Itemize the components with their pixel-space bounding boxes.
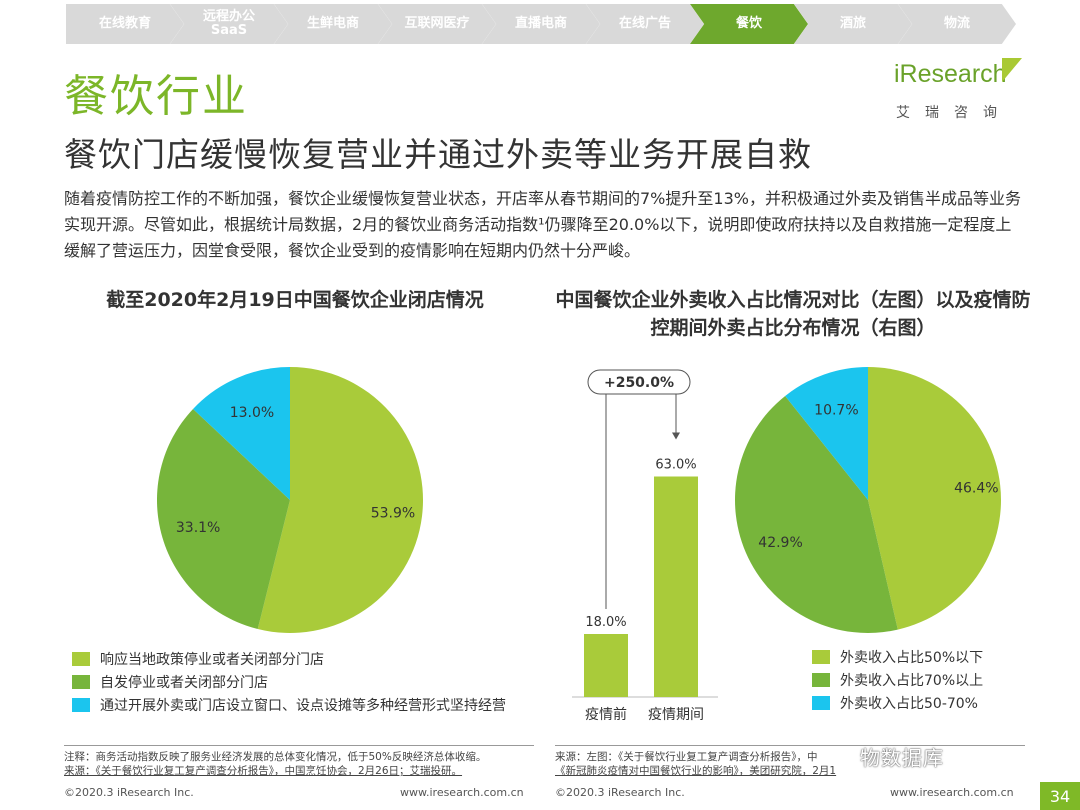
pie-slice-label: 46.4% <box>954 481 998 497</box>
logo-wordmark: iResearch <box>894 60 1007 88</box>
logo-subtitle: 艾瑞咨询 <box>896 105 1012 121</box>
legend-swatch <box>72 697 90 712</box>
legend-label: 自发停业或者关闭部分门店 <box>100 674 268 691</box>
nav-tab-label: 远程办公 SaaS <box>202 9 255 38</box>
nav-tab-label: 餐饮 <box>735 16 762 31</box>
arrow-down-icon <box>672 432 680 440</box>
footer-notes-left: 注释：商务活动指数反映了服务业经济发展的总体变化情况，低于50%反映经济总体收缩… <box>64 750 544 778</box>
footer-source-line: 《新冠肺炎疫情对中国餐饮行业的影响》，美团研究院，2月1 <box>555 765 837 777</box>
pie-slice <box>193 367 290 500</box>
top-navigation: 在线教育 远程办公 SaaS 生鲜电商 互联网医疗 直播电商 在线广告 餐饮 酒旅 物流 <box>66 4 1016 44</box>
nav-tab-0[interactable]: 在线教育 <box>66 4 184 44</box>
bar-value-label: 18.0% <box>585 615 626 630</box>
footer-divider-right <box>555 745 1025 746</box>
takeout-share-bar-chart: 18.0% 疫情前 63.0% 疫情期间 +250.0% <box>572 369 718 723</box>
nav-tab-label: 酒旅 <box>839 16 866 31</box>
body-paragraph: 随着疫情防控工作的不断加强，餐饮企业缓慢恢复营业状态，开店率从春节期间的7%提升… <box>64 189 1021 260</box>
nav-tab-6[interactable]: 餐饮 <box>690 4 808 44</box>
watermark: 物数据库 <box>860 746 944 770</box>
left-chart-title: 截至2020年2月19日中国餐饮企业闭店情况 <box>106 289 484 311</box>
pie-slice <box>785 367 868 500</box>
nav-tab-label: 在线广告 <box>618 16 671 31</box>
legend-swatch <box>812 649 830 664</box>
pie-slice <box>735 395 898 633</box>
bar-category-label: 疫情期间 <box>648 707 704 723</box>
nav-tab-label: 物流 <box>943 16 970 31</box>
legend-label: 外卖收入占比50%以下 <box>840 649 984 666</box>
page-subtitle: 餐饮门店缓慢恢复营业并通过外卖等业务开展自救 <box>64 135 812 174</box>
nav-tab-5[interactable]: 在线广告 <box>586 4 704 44</box>
legend-item: 响应当地政策停业或者关闭部分门店 <box>72 647 506 670</box>
legend-label: 外卖收入占比70%以上 <box>840 672 984 689</box>
closure-pie-legend: 响应当地政策停业或者关闭部分门店 自发停业或者关闭部分门店通过开展外卖或门店设立窗… <box>72 647 506 716</box>
bar-category-label: 疫情前 <box>585 706 627 723</box>
pie-slice-label: 13.0% <box>230 405 274 421</box>
footer-notes-right: 来源：左图：《关于餐饮行业复工复产调查分析报告》，中 《新冠肺炎疫情对中国餐饮行… <box>555 750 855 778</box>
iresearch-logo: iResearch 艾瑞咨询 <box>890 58 1030 128</box>
legend-item: 通过开展外卖或门店设立窗口、设点设摊等多种经营形式坚持经营 <box>72 693 506 716</box>
growth-badge <box>587 369 691 395</box>
distribution-pie-legend: 外卖收入占比50%以下 外卖收入占比70%以上 外卖收入占比50-70% <box>812 645 983 714</box>
nav-tab-label: 互联网医疗 <box>404 16 470 31</box>
legend-label: 外卖收入占比50-70% <box>840 695 978 712</box>
footer-source-line: 来源：《关于餐饮行业复工复产调查分析报告》，中国烹饪协会，2月26日；艾瑞投研。 <box>64 765 463 777</box>
pie-slice-label: 42.9% <box>758 535 802 551</box>
website-link-right[interactable]: www.iresearch.com.cn <box>890 786 1014 799</box>
nav-tab-label: 生鲜电商 <box>306 16 359 31</box>
legend-label: 响应当地政策停业或者关闭部分门店 <box>100 651 324 668</box>
copyright-right: ©2020.3 iResearch Inc. <box>555 786 685 799</box>
footer-divider-left <box>64 745 534 746</box>
pie-slice-label: 10.7% <box>814 403 858 419</box>
legend-swatch <box>812 672 830 687</box>
nav-tab-label: 直播电商 <box>514 16 567 31</box>
nav-tab-2[interactable]: 生鲜电商 <box>274 4 392 44</box>
right-chart-title: 中国餐饮企业外卖收入占比情况对比（左图）以及疫情防控期间外卖占比分布情况（右图） <box>555 289 1031 339</box>
legend-swatch <box>72 674 90 689</box>
page-number: 34 <box>1040 782 1080 810</box>
pie-slice <box>157 408 290 630</box>
closure-pie-chart: 53.9% 33.1% 13.0% <box>157 367 423 633</box>
nav-tab-8[interactable]: 物流 <box>898 4 1016 44</box>
legend-item: 外卖收入占比70%以上 <box>812 668 983 691</box>
copyright-left: ©2020.3 iResearch Inc. <box>64 786 194 799</box>
website-link-left[interactable]: www.iresearch.com.cn <box>400 786 524 799</box>
logo-flag-icon <box>1002 58 1022 82</box>
legend-item: 外卖收入占比50-70% <box>812 691 983 714</box>
pie-slice-label: 53.9% <box>371 506 415 522</box>
legend-item: 外卖收入占比50%以下 <box>812 645 983 668</box>
takeout-distribution-pie-chart: 46.4% 42.9% 10.7% <box>735 367 1001 633</box>
nav-tab-4[interactable]: 直播电商 <box>482 4 600 44</box>
nav-tab-3[interactable]: 互联网医疗 <box>378 4 496 44</box>
footer-note-line: 注释：商务活动指数反映了服务业经济发展的总体变化情况，低于50%反映经济总体收缩… <box>64 751 487 763</box>
footer-source-line: 来源：左图：《关于餐饮行业复工复产调查分析报告》，中 <box>555 751 818 763</box>
nav-tab-label: 在线教育 <box>98 16 151 31</box>
bar <box>584 634 628 697</box>
pie-slice-label: 33.1% <box>176 520 220 536</box>
growth-badge-label: +250.0% <box>604 375 674 391</box>
nav-tab-7[interactable]: 酒旅 <box>794 4 912 44</box>
pie-slice <box>257 367 423 633</box>
legend-swatch <box>812 695 830 710</box>
bar-value-label: 63.0% <box>655 458 696 473</box>
legend-label: 通过开展外卖或门店设立窗口、设点设摊等多种经营形式坚持经营 <box>100 697 506 714</box>
legend-item: 自发停业或者关闭部分门店 <box>72 670 506 693</box>
section-title: 餐饮行业 <box>64 71 248 122</box>
nav-tab-1[interactable]: 远程办公 SaaS <box>170 4 288 44</box>
bar <box>654 476 698 697</box>
legend-swatch <box>72 651 90 666</box>
pie-slice <box>868 367 1001 630</box>
